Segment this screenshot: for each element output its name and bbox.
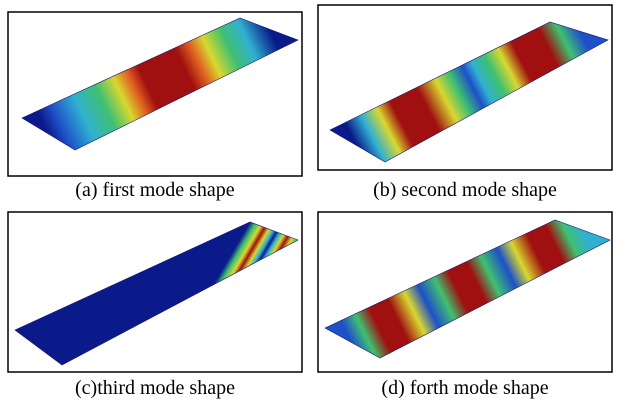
panel-d: (d) forth mode shape xyxy=(318,212,612,399)
figure: (a) first mode shape (b) second mode sha… xyxy=(0,0,618,409)
page: (a) first mode shape (b) second mode sha… xyxy=(0,0,618,409)
panel-c: (c)third mode shape xyxy=(8,212,302,399)
caption: (c)third mode shape xyxy=(75,377,235,399)
caption: (b) second mode shape xyxy=(373,179,557,201)
caption: (d) forth mode shape xyxy=(381,377,548,399)
caption: (a) first mode shape xyxy=(75,179,235,201)
panel-b: (b) second mode shape xyxy=(318,5,612,201)
panel-a: (a) first mode shape xyxy=(8,12,302,201)
